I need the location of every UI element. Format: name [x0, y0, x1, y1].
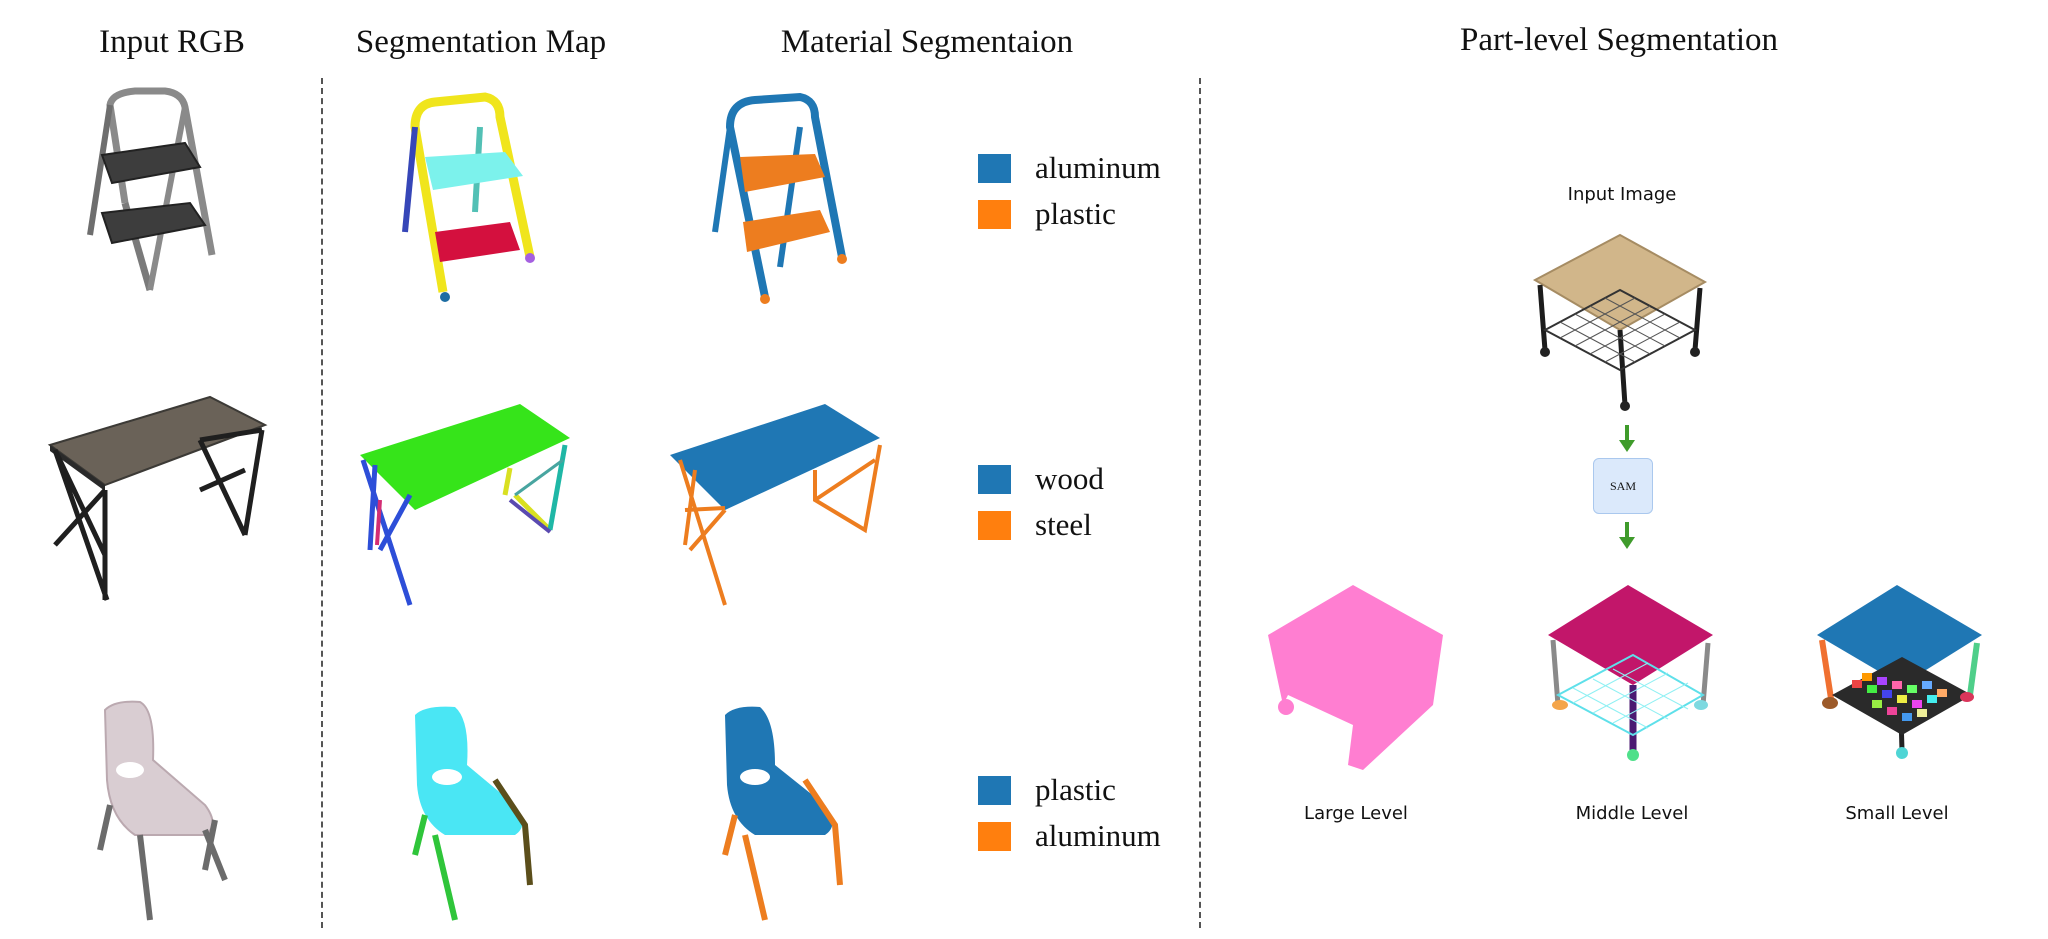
legend-swatch-orange [978, 821, 1011, 851]
arrow-down-icon [1619, 425, 1635, 452]
legend-label: aluminum [1035, 150, 1161, 185]
small-level-caption: Small Level [1845, 803, 1949, 824]
header-material-segmentation: Material Segmentaion [780, 24, 1074, 60]
legend-swatch-orange [978, 510, 1011, 540]
material-step-ladder [712, 92, 847, 304]
legend-row-2-first: wood [978, 461, 1104, 497]
legend-label: steel [1035, 507, 1092, 542]
legend-label: aluminum [1035, 818, 1161, 853]
large-level-caption: Large Level [1304, 803, 1408, 824]
input-table-image [1532, 233, 1708, 411]
sam-label: SAM [1609, 478, 1636, 493]
legend-swatch-orange [978, 199, 1011, 229]
legend-label: plastic [1035, 196, 1116, 231]
divider-right [1199, 78, 1201, 928]
legend-swatch-blue [978, 775, 1011, 805]
middle-level-caption: Middle Level [1575, 803, 1689, 824]
material-chair [722, 706, 843, 921]
legend-row-2-second: steel [978, 507, 1092, 543]
legend-row-1-first: aluminum [978, 150, 1161, 186]
rgb-desk [47, 395, 268, 601]
legend-row-1-second: plastic [978, 196, 1116, 232]
legend-row-3-second: aluminum [978, 818, 1161, 854]
legend-label: wood [1035, 461, 1104, 496]
segmap-desk [360, 404, 570, 606]
input-image-caption: Input Image [1567, 184, 1677, 205]
sam-box: SAM [1593, 458, 1653, 514]
legend-swatch-blue [978, 464, 1011, 494]
large-level-table [1268, 585, 1443, 770]
legend-row-3-first: plastic [978, 772, 1116, 808]
rgb-step-ladder [87, 87, 216, 291]
arrow-down-icon [1619, 522, 1635, 549]
segmap-step-ladder [402, 92, 535, 302]
header-input-rgb: Input RGB [99, 24, 245, 60]
legend-label: plastic [1035, 772, 1116, 807]
segmap-chair [412, 706, 533, 921]
rgb-chair [97, 700, 228, 921]
middle-level-table [1548, 585, 1713, 761]
legend-swatch-blue [978, 153, 1011, 183]
small-level-table [1817, 585, 1982, 759]
header-segmentation-map: Segmentation Map [355, 24, 607, 60]
small-level-grid [1832, 657, 1972, 735]
divider-left [321, 78, 323, 928]
header-part-level-segmentation: Part-level Segmentation [1460, 22, 1778, 58]
material-desk [670, 404, 882, 606]
